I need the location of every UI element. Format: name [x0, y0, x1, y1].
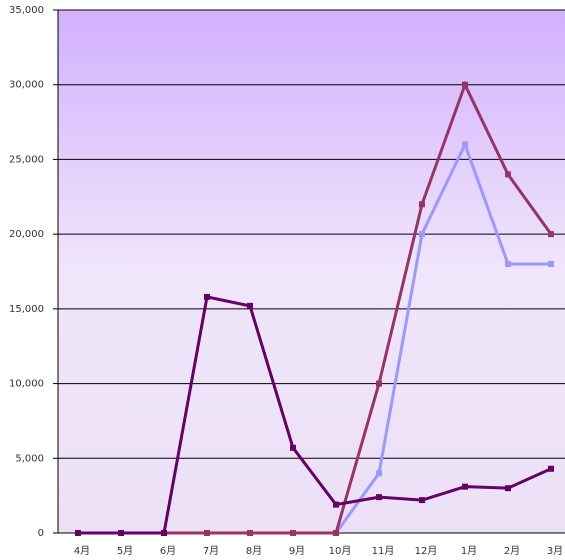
- point: [505, 485, 511, 492]
- point: [462, 483, 468, 490]
- y-tick-label: 25,000: [9, 154, 44, 165]
- point: [376, 380, 382, 387]
- point: [118, 530, 124, 536]
- point: [505, 171, 511, 178]
- point: [462, 81, 468, 88]
- x-tick-label: 12月: [415, 545, 438, 557]
- plot-area: [58, 10, 565, 533]
- point: [247, 530, 253, 536]
- y-tick-label: 5,000: [15, 453, 44, 464]
- x-tick-label: 6月: [160, 545, 176, 557]
- point: [333, 501, 339, 508]
- point: [376, 494, 382, 501]
- x-tick-label: 11月: [372, 545, 395, 557]
- y-tick-label: 15,000: [9, 304, 44, 315]
- point: [376, 470, 382, 477]
- y-tick-label: 30,000: [9, 80, 44, 91]
- point: [419, 201, 425, 208]
- point: [204, 293, 210, 300]
- point: [333, 530, 339, 536]
- point: [548, 465, 554, 472]
- y-tick-label: 10,000: [9, 379, 44, 390]
- point: [419, 497, 425, 504]
- x-tick-label: 9月: [289, 545, 305, 557]
- x-tick-label: 7月: [203, 545, 219, 557]
- x-tick-label: 10月: [329, 545, 352, 557]
- point: [548, 261, 554, 268]
- point: [290, 444, 296, 451]
- point: [161, 530, 167, 536]
- point: [505, 261, 511, 268]
- x-tick-label: 2月: [504, 545, 520, 557]
- y-tick-label: 20,000: [9, 229, 44, 240]
- point: [419, 231, 425, 238]
- point: [548, 231, 554, 238]
- point: [462, 141, 468, 148]
- series-line: [78, 295, 552, 535]
- y-tick-label: 0: [38, 528, 44, 539]
- point: [204, 530, 210, 536]
- point: [75, 530, 81, 536]
- point: [247, 302, 253, 309]
- y-tick-label: 35,000: [9, 5, 44, 16]
- x-tick-label: 1月: [461, 545, 477, 557]
- x-tick-label: 8月: [246, 545, 262, 557]
- x-tick-label: 5月: [117, 545, 133, 557]
- point: [290, 530, 296, 536]
- x-tick-label: 3月: [547, 545, 563, 557]
- x-tick-label: 4月: [74, 545, 90, 557]
